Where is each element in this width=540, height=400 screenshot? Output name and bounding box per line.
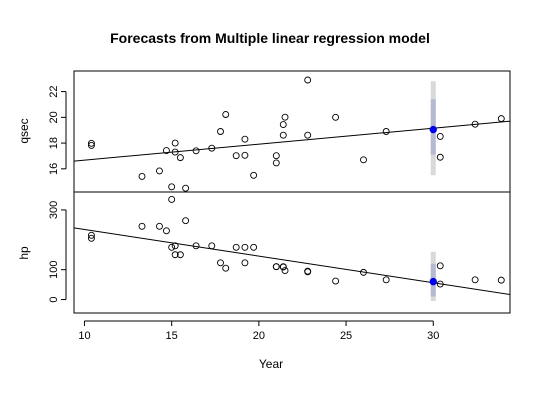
data-point [332, 277, 340, 285]
data-point [168, 196, 176, 203]
data-point [222, 264, 230, 272]
plot-layer: 16 18 20 22 0 100 300 10 15 20 25 30 [48, 70, 511, 342]
data-point [182, 217, 190, 225]
data-point [156, 167, 163, 175]
data-point [250, 243, 258, 251]
data-point [138, 222, 146, 230]
chart-title: Forecasts from Multiple linear regressio… [110, 30, 430, 46]
data-point [272, 152, 280, 160]
data-point [382, 276, 390, 284]
data-point [87, 234, 95, 242]
panel-frame [73, 191, 511, 314]
data-point [241, 259, 249, 267]
data-point [304, 131, 312, 139]
data-point [279, 131, 287, 139]
data-point [171, 148, 179, 156]
forecast-point [429, 125, 437, 134]
data-point [241, 243, 249, 251]
y-tick-label: 0 [48, 296, 60, 302]
data-point [360, 156, 367, 164]
data-point [176, 251, 184, 259]
data-point [382, 128, 390, 135]
data-point [332, 113, 340, 121]
data-point [436, 262, 444, 270]
data-point [217, 128, 224, 135]
x-axis: 10 15 20 25 30 [78, 320, 439, 342]
data-point [279, 263, 287, 271]
data-point [497, 276, 505, 284]
panel-qsec-plot-area [74, 76, 510, 192]
data-point [279, 121, 287, 128]
x-tick-label: 30 [427, 330, 439, 342]
data-point [162, 227, 170, 235]
data-point [208, 144, 216, 152]
data-point [171, 242, 179, 250]
x-tick-label: 10 [78, 330, 90, 342]
y-tick-label: 300 [48, 201, 60, 219]
panel-qsec: 16 18 20 22 [48, 70, 511, 193]
data-point [162, 147, 170, 155]
data-point [232, 152, 240, 160]
y-tick-label: 20 [48, 111, 60, 123]
y-tick-label: 22 [48, 85, 60, 97]
regression-line [74, 120, 510, 162]
data-point [436, 153, 444, 161]
data-point [272, 159, 280, 167]
panel-1-y-label: qsec [17, 118, 31, 143]
data-point [241, 151, 249, 159]
data-point [182, 184, 190, 192]
data-point [168, 183, 176, 191]
data-point [436, 280, 444, 288]
data-point [171, 139, 179, 147]
x-tick-label: 15 [166, 330, 178, 342]
y-tick-label: 100 [48, 260, 60, 278]
data-point [436, 132, 444, 140]
data-point [497, 115, 505, 123]
data-point [156, 222, 163, 230]
data-point [471, 276, 479, 284]
x-axis-label: Year [259, 357, 283, 371]
panel-hp-plot-area [74, 196, 510, 302]
data-point [192, 147, 200, 155]
data-point [241, 135, 249, 143]
data-point [217, 259, 224, 267]
data-point [250, 171, 258, 179]
data-point [87, 139, 95, 147]
data-point [360, 268, 367, 276]
forecast-point [429, 277, 437, 286]
data-point [168, 243, 176, 251]
data-point [192, 242, 200, 250]
data-point [176, 154, 184, 162]
data-point [304, 267, 312, 275]
data-point [272, 263, 280, 271]
y-tick-label: 18 [48, 137, 60, 149]
data-point [304, 76, 312, 84]
data-point [138, 172, 146, 180]
data-point [171, 251, 179, 259]
x-tick-label: 20 [253, 330, 265, 342]
data-point [232, 243, 240, 251]
data-point [281, 113, 289, 121]
panel-2-y-label: hp [17, 246, 31, 260]
data-point [208, 242, 216, 250]
panel-frame [73, 70, 511, 193]
x-tick-label: 25 [340, 330, 352, 342]
data-point [281, 267, 289, 275]
data-point [87, 141, 95, 149]
data-point [471, 120, 479, 128]
data-point [222, 111, 230, 118]
regression-line [74, 227, 510, 295]
panel-hp: 0 100 300 [48, 191, 511, 314]
data-point [87, 231, 95, 239]
y-tick-label: 16 [48, 163, 60, 175]
